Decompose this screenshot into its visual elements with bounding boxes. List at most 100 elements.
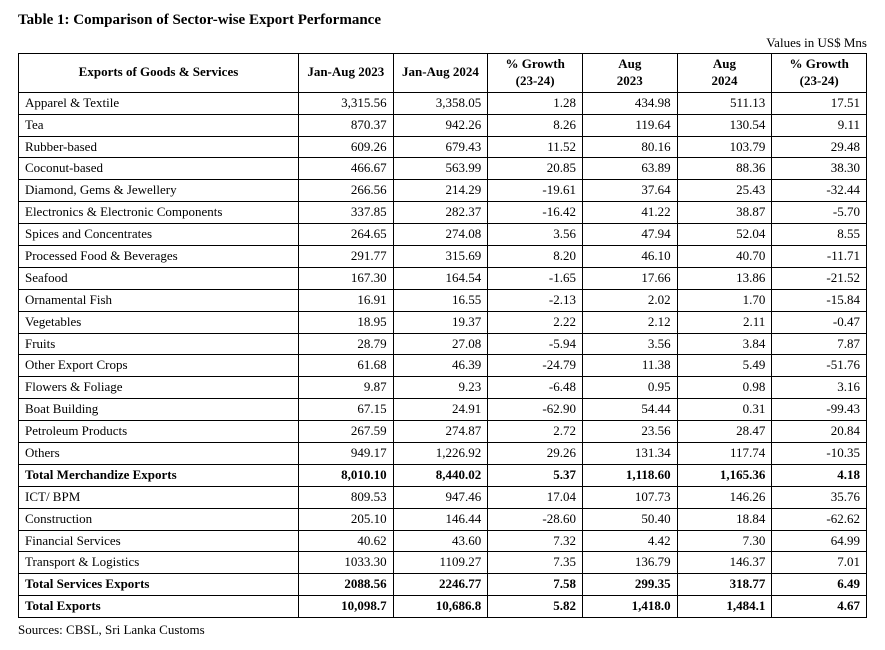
row-label: Vegetables xyxy=(19,311,299,333)
cell-value: 7.58 xyxy=(488,574,583,596)
cell-value: 146.26 xyxy=(677,486,772,508)
cell-value: 130.54 xyxy=(677,114,772,136)
cell-value: 50.40 xyxy=(582,508,677,530)
cell-value: 8.26 xyxy=(488,114,583,136)
cell-value: -2.13 xyxy=(488,289,583,311)
cell-value: 3.84 xyxy=(677,333,772,355)
cell-value: 5.37 xyxy=(488,464,583,486)
cell-value: 27.08 xyxy=(393,333,488,355)
table-row: Vegetables18.9519.372.222.122.11-0.47 xyxy=(19,311,867,333)
cell-value: 103.79 xyxy=(677,136,772,158)
cell-value: -10.35 xyxy=(772,443,867,465)
table-row: Fruits28.7927.08-5.943.563.847.87 xyxy=(19,333,867,355)
cell-value: 264.65 xyxy=(298,224,393,246)
cell-value: 205.10 xyxy=(298,508,393,530)
cell-value: 2.02 xyxy=(582,289,677,311)
cell-value: 40.70 xyxy=(677,246,772,268)
cell-value: 11.38 xyxy=(582,355,677,377)
row-label: Total Services Exports xyxy=(19,574,299,596)
table-row: Tea870.37942.268.26119.64130.549.11 xyxy=(19,114,867,136)
cell-value: 318.77 xyxy=(677,574,772,596)
col-rowhead: Exports of Goods & Services xyxy=(19,54,299,93)
cell-value: 3,358.05 xyxy=(393,92,488,114)
units-label: Values in US$ Mns xyxy=(18,35,867,51)
cell-value: 7.32 xyxy=(488,530,583,552)
cell-value: 64.99 xyxy=(772,530,867,552)
cell-value: 146.44 xyxy=(393,508,488,530)
cell-value: -0.47 xyxy=(772,311,867,333)
cell-value: 266.56 xyxy=(298,180,393,202)
cell-value: 7.87 xyxy=(772,333,867,355)
cell-value: 7.30 xyxy=(677,530,772,552)
cell-value: 43.60 xyxy=(393,530,488,552)
cell-value: 10,686.8 xyxy=(393,596,488,618)
cell-value: -21.52 xyxy=(772,267,867,289)
row-label: ICT/ BPM xyxy=(19,486,299,508)
cell-value: 809.53 xyxy=(298,486,393,508)
cell-value: 2.22 xyxy=(488,311,583,333)
cell-value: 315.69 xyxy=(393,246,488,268)
cell-value: -62.90 xyxy=(488,399,583,421)
table-row: Others949.171,226.9229.26131.34117.74-10… xyxy=(19,443,867,465)
cell-value: 18.95 xyxy=(298,311,393,333)
cell-value: 434.98 xyxy=(582,92,677,114)
cell-value: -1.65 xyxy=(488,267,583,289)
cell-value: 52.04 xyxy=(677,224,772,246)
cell-value: 63.89 xyxy=(582,158,677,180)
row-label: Total Exports xyxy=(19,596,299,618)
table-title: Table 1: Comparison of Sector-wise Expor… xyxy=(18,12,867,29)
cell-value: 1.28 xyxy=(488,92,583,114)
cell-value: -99.43 xyxy=(772,399,867,421)
cell-value: 4.42 xyxy=(582,530,677,552)
cell-value: 3,315.56 xyxy=(298,92,393,114)
row-label: Ornamental Fish xyxy=(19,289,299,311)
cell-value: 466.67 xyxy=(298,158,393,180)
table-row: Total Services Exports2088.562246.777.58… xyxy=(19,574,867,596)
cell-value: 35.76 xyxy=(772,486,867,508)
table-row: Spices and Concentrates264.65274.083.564… xyxy=(19,224,867,246)
table-row: Ornamental Fish16.9116.55-2.132.021.70-1… xyxy=(19,289,867,311)
cell-value: 4.67 xyxy=(772,596,867,618)
table-row: Other Export Crops61.6846.39-24.7911.385… xyxy=(19,355,867,377)
cell-value: 2088.56 xyxy=(298,574,393,596)
cell-value: 8,440.02 xyxy=(393,464,488,486)
cell-value: 2.12 xyxy=(582,311,677,333)
cell-value: 80.16 xyxy=(582,136,677,158)
cell-value: 563.99 xyxy=(393,158,488,180)
cell-value: 7.35 xyxy=(488,552,583,574)
cell-value: -11.71 xyxy=(772,246,867,268)
cell-value: 38.87 xyxy=(677,202,772,224)
cell-value: 870.37 xyxy=(298,114,393,136)
cell-value: 17.51 xyxy=(772,92,867,114)
cell-value: 1.70 xyxy=(677,289,772,311)
cell-value: 3.16 xyxy=(772,377,867,399)
cell-value: -62.62 xyxy=(772,508,867,530)
cell-value: -6.48 xyxy=(488,377,583,399)
cell-value: 7.01 xyxy=(772,552,867,574)
cell-value: 46.10 xyxy=(582,246,677,268)
cell-value: 41.22 xyxy=(582,202,677,224)
cell-value: 609.26 xyxy=(298,136,393,158)
cell-value: 1,165.36 xyxy=(677,464,772,486)
cell-value: 679.43 xyxy=(393,136,488,158)
cell-value: 19.37 xyxy=(393,311,488,333)
cell-value: -5.94 xyxy=(488,333,583,355)
cell-value: 54.44 xyxy=(582,399,677,421)
cell-value: 291.77 xyxy=(298,246,393,268)
cell-value: 47.94 xyxy=(582,224,677,246)
cell-value: 17.04 xyxy=(488,486,583,508)
cell-value: 46.39 xyxy=(393,355,488,377)
cell-value: 37.64 xyxy=(582,180,677,202)
cell-value: 214.29 xyxy=(393,180,488,202)
cell-value: 25.43 xyxy=(677,180,772,202)
cell-value: 29.48 xyxy=(772,136,867,158)
row-label: Diamond, Gems & Jewellery xyxy=(19,180,299,202)
cell-value: 136.79 xyxy=(582,552,677,574)
row-label: Seafood xyxy=(19,267,299,289)
row-label: Financial Services xyxy=(19,530,299,552)
cell-value: 9.11 xyxy=(772,114,867,136)
row-label: Tea xyxy=(19,114,299,136)
cell-value: 88.36 xyxy=(677,158,772,180)
cell-value: 119.64 xyxy=(582,114,677,136)
cell-value: -32.44 xyxy=(772,180,867,202)
